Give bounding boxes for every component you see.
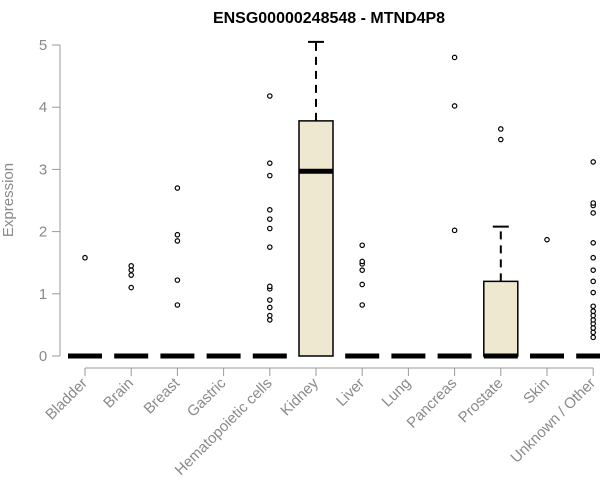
outlier-point [590,317,597,323]
outlier-point [128,263,135,269]
outlier-point [82,254,88,261]
y-axis: 0 1 2 3 4 5 [39,37,61,365]
x-tick-label: Pancreas [404,375,461,432]
y-tick-label: 0 [39,348,47,365]
outlier-point [266,172,273,179]
y-tick-label: 5 [39,37,47,54]
outlier-point [266,244,273,250]
outlier-point [590,159,597,165]
outlier-point [174,238,181,244]
outlier-point [174,302,181,308]
outlier-point [590,334,597,341]
outlier-point [128,284,135,291]
x-tick-label: Kidney [277,374,322,419]
outlier-point [266,93,273,99]
x-tick-label: Brain [100,375,137,412]
outlier-point [128,267,135,273]
outlier-point [266,207,273,213]
outlier-point [359,258,366,265]
outlier-point [590,312,597,319]
y-tick-label: 1 [39,286,47,303]
x-tick-label: Unknown / Other [507,375,599,467]
boxes [68,40,600,359]
outlier-point [359,267,366,273]
outlier-point [266,216,273,222]
outlier-point [266,297,273,303]
box-iqr [483,280,519,357]
outlier-point [590,289,597,296]
outlier-point [590,278,597,285]
outlier-point [590,200,597,206]
outlier-point [359,242,366,249]
y-axis-label: Expression [0,163,17,237]
x-tick-label: Breast [141,374,184,417]
y-tick-label: 4 [39,99,47,116]
outlier-point [128,272,135,278]
outlier-point [590,267,597,273]
outlier-point [266,160,273,166]
x-tick-label: Gastric [184,374,230,420]
outlier-point [174,277,181,283]
outlier-point [451,54,458,61]
outlier-point [266,304,273,311]
y-tick-label: 2 [39,224,47,241]
box-iqr [298,120,334,357]
outlier-point [359,302,366,308]
x-tick-label: Prostate [455,375,507,427]
x-tick-label: Bladder [42,375,91,424]
outlier-point [590,325,597,331]
outlier-point [174,185,181,191]
outlier-point [359,281,366,288]
outlier-point [266,283,273,290]
outlier-point [451,227,458,234]
outlier-point [174,231,181,238]
outlier-point [266,317,273,323]
outlier-point [266,312,273,319]
outlier-point [451,103,458,109]
outlier-point [590,210,597,216]
x-tick-label: Skin [520,375,553,408]
outlier-point [590,239,597,246]
x-tick-label: Liver [333,375,368,410]
outlier-point [590,254,597,261]
outlier-point [590,329,597,336]
outlier-point [497,136,504,143]
x-tick-label: Lung [379,375,415,411]
outlier-point [544,236,550,243]
outlier-point [497,126,504,132]
outlier-point [590,308,597,315]
chart-title: ENSG00000248548 - MTND4P8 [213,10,445,27]
y-tick-label: 3 [39,161,47,178]
outlier-point [590,303,597,310]
outlier-point [266,225,273,232]
